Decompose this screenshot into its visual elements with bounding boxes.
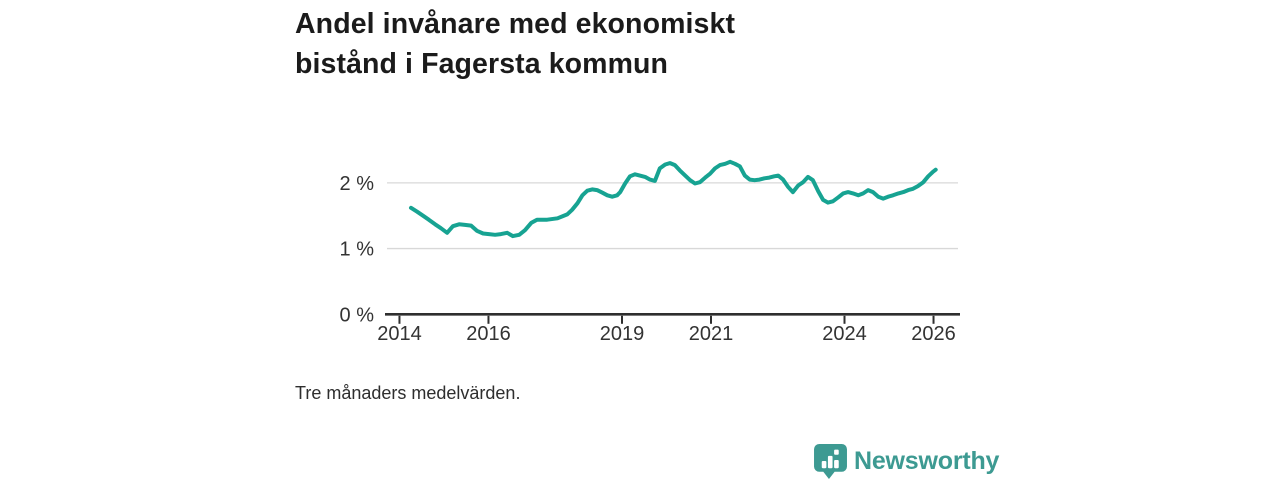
data-series-line	[409, 159, 938, 239]
newsworthy-logo-text: Newsworthy	[854, 447, 1000, 475]
newsworthy-logo-icon	[814, 444, 847, 479]
chart-footnote: Tre månaders medelvärden.	[295, 383, 521, 403]
chart-title: Andel invånare med ekonomiskt bistånd i …	[295, 8, 736, 80]
x-tick-label: 2019	[600, 323, 645, 345]
x-tick-label: 2016	[466, 323, 511, 345]
newsworthy-logo-link[interactable]: Newsworthy	[814, 444, 999, 479]
x-tick-label: 2026	[911, 323, 956, 345]
x-tick-label: 2024	[822, 323, 867, 345]
x-tick-label: 2014	[377, 323, 422, 345]
y-tick-label: 2 %	[340, 173, 375, 195]
x-tick-label: 2021	[689, 323, 734, 345]
y-tick-label: 1 %	[340, 239, 375, 261]
y-tick-label: 0 %	[340, 304, 375, 326]
